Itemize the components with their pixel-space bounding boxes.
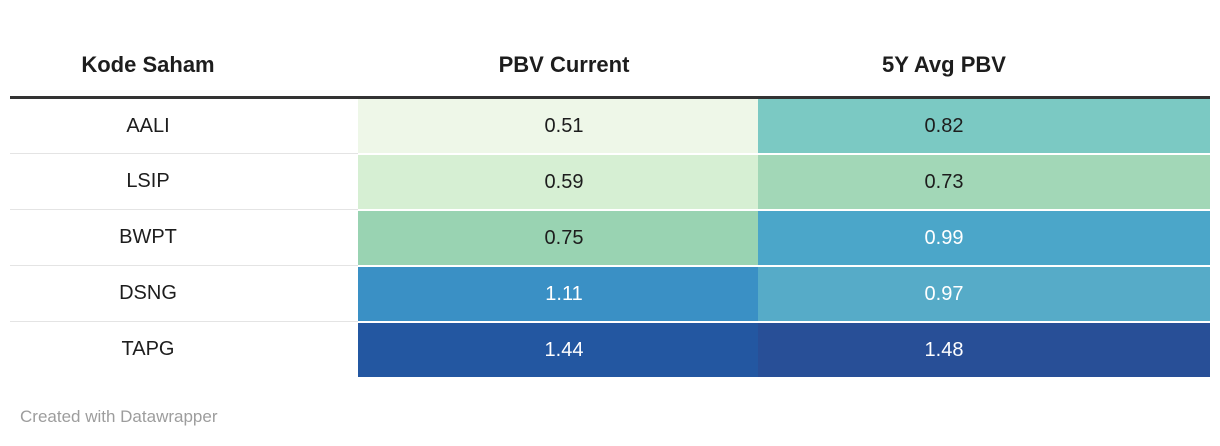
cell-5y-avg-pbv: 0.99 <box>758 209 1210 265</box>
cell-kode: DSNG <box>10 265 358 321</box>
column-header-5y-avg-pbv: 5Y Avg PBV <box>758 34 1210 99</box>
table-body: AALI 0.51 0.82 LSIP 0.59 0.73 BWPT 0.75 … <box>10 99 1210 377</box>
column-header-pbv-current: PBV Current <box>358 34 758 99</box>
table-row: AALI 0.51 0.82 <box>10 99 1210 153</box>
cell-pbv-current: 0.59 <box>358 153 758 209</box>
cell-pbv-current: 0.51 <box>358 99 758 153</box>
cell-5y-avg-pbv: 1.48 <box>758 321 1210 377</box>
cell-5y-avg-pbv: 0.82 <box>758 99 1210 153</box>
cell-pbv-current: 1.44 <box>358 321 758 377</box>
table-row: BWPT 0.75 0.99 <box>10 209 1210 265</box>
cell-kode: LSIP <box>10 153 358 209</box>
cell-5y-avg-pbv: 0.97 <box>758 265 1210 321</box>
chart-footer: Created with Datawrapper <box>20 407 1210 427</box>
header-row: Kode Saham PBV Current 5Y Avg PBV <box>10 34 1210 99</box>
table-row: LSIP 0.59 0.73 <box>10 153 1210 209</box>
table-row: TAPG 1.44 1.48 <box>10 321 1210 377</box>
cell-kode: BWPT <box>10 209 358 265</box>
cell-pbv-current: 1.11 <box>358 265 758 321</box>
heatmap-table-chart: Kode Saham PBV Current 5Y Avg PBV AALI 0… <box>10 34 1210 427</box>
cell-pbv-current: 0.75 <box>358 209 758 265</box>
cell-kode: AALI <box>10 99 358 153</box>
table-row: DSNG 1.11 0.97 <box>10 265 1210 321</box>
cell-kode: TAPG <box>10 321 358 377</box>
cell-5y-avg-pbv: 0.73 <box>758 153 1210 209</box>
pbv-table: Kode Saham PBV Current 5Y Avg PBV AALI 0… <box>10 34 1210 377</box>
column-header-kode-saham: Kode Saham <box>10 34 358 99</box>
table-header: Kode Saham PBV Current 5Y Avg PBV <box>10 34 1210 99</box>
datawrapper-attribution-link[interactable]: Created with Datawrapper <box>20 407 218 426</box>
